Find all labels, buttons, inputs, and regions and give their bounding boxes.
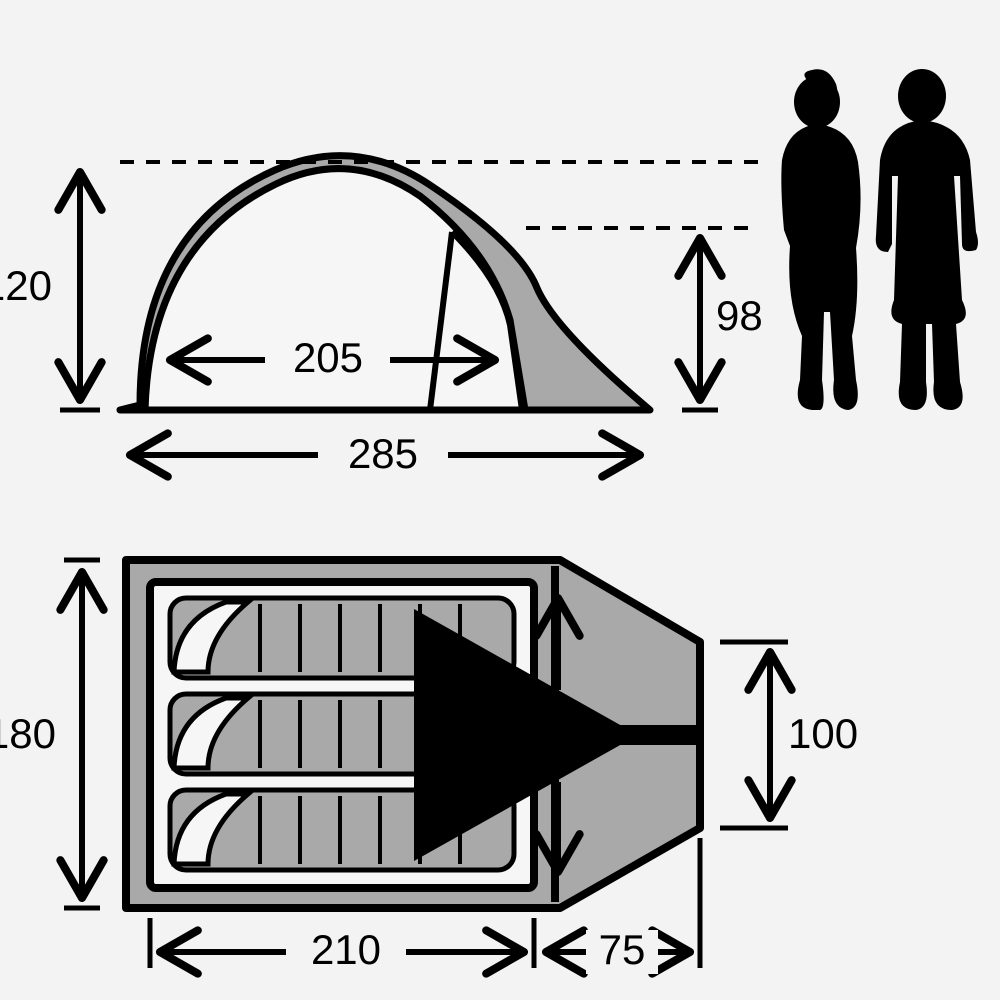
dim-total-length: 285 (348, 430, 418, 477)
side-elevation: 120 205 285 98 (0, 69, 978, 478)
dim-vestibule-length: 75 (599, 926, 646, 973)
person-male-icon (876, 69, 978, 410)
dim-outer-width: 180 (0, 710, 56, 757)
dim-inner-width: 170 (523, 715, 567, 782)
dim-side-height: 120 (0, 262, 52, 309)
dim-inner-length: 205 (293, 334, 363, 381)
plan-view: 180 170 100 210 75 (0, 560, 858, 974)
person-female-icon (781, 69, 860, 410)
dim-vestibule-height: 98 (716, 292, 763, 339)
dim-inner-length: 210 (311, 926, 381, 973)
dim-entry-width: 100 (788, 710, 858, 757)
tent-dimension-diagram: 120 205 285 98 (0, 0, 1000, 1000)
